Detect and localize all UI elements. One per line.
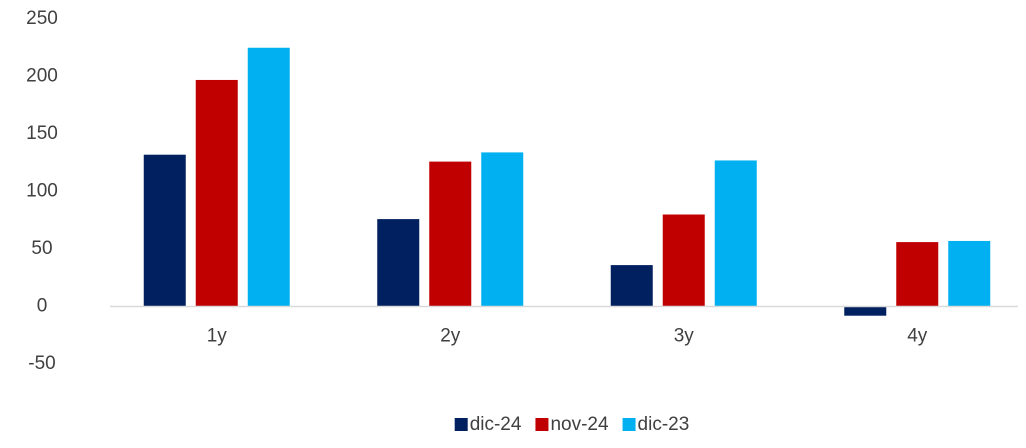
- y-tick-label: 250: [26, 8, 58, 29]
- bar: [247, 47, 290, 307]
- legend-swatch: [622, 418, 636, 431]
- bar: [195, 79, 238, 307]
- legend: dic-24 nov-24 dic-23: [454, 414, 690, 435]
- legend-label: dic-24: [470, 414, 522, 435]
- bar: [844, 306, 887, 316]
- y-tick-label: 100: [26, 181, 58, 202]
- x-tick-label: 2y: [440, 326, 461, 347]
- bar: [429, 161, 472, 307]
- legend-label: dic-23: [638, 414, 690, 435]
- legend-swatch: [535, 418, 549, 431]
- bar: [714, 160, 757, 307]
- y-tick-label: -50: [28, 353, 55, 374]
- y-tick-label: 150: [26, 123, 58, 144]
- bar: [948, 240, 991, 307]
- bar: [610, 265, 653, 307]
- y-tick-label: 200: [26, 66, 58, 87]
- x-tick-label: 4y: [907, 326, 928, 347]
- bar: [143, 154, 186, 307]
- bar: [481, 152, 524, 307]
- y-tick-label: 0: [37, 296, 48, 317]
- legend-label: nov-24: [550, 414, 609, 435]
- x-tick-label: 1y: [207, 326, 228, 347]
- x-tick-label: 3y: [674, 326, 695, 347]
- bar: [662, 214, 705, 307]
- bar: [377, 219, 420, 307]
- y-tick-label: 50: [31, 238, 52, 259]
- legend-swatch: [454, 418, 468, 431]
- bar: [896, 242, 939, 307]
